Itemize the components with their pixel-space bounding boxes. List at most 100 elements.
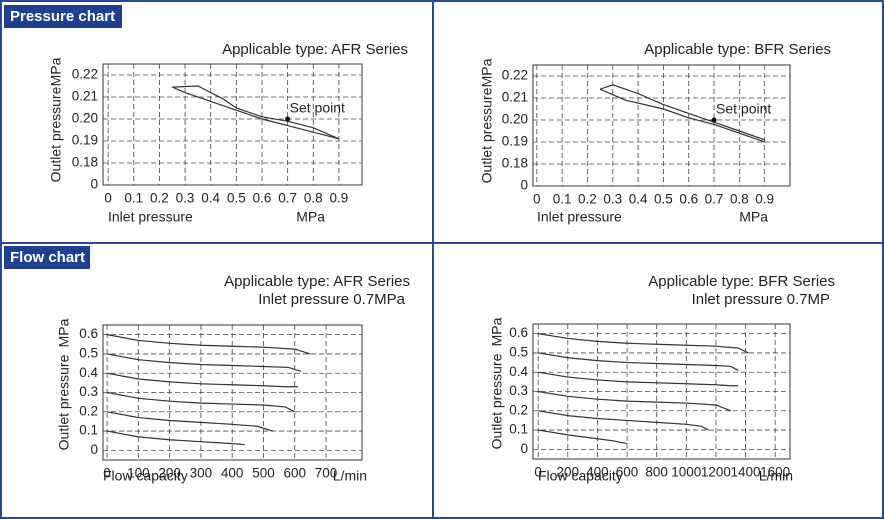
curve (538, 333, 749, 354)
curve (106, 391, 296, 413)
y-axis-label: Outlet pressure (489, 353, 505, 449)
x-tick-label: 1000 (671, 465, 701, 480)
y-tick-label: 0.22 (72, 67, 98, 82)
x-tick-label: 600 (283, 466, 306, 481)
section-title: Flow chart (10, 249, 85, 266)
x-tick-label: 0.5 (227, 191, 246, 206)
set-point (711, 117, 717, 123)
curve (599, 84, 765, 141)
x-axis-unit: L/min (333, 468, 367, 484)
y-tick-label: 0 (520, 178, 528, 193)
y-tick-label: 0.5 (509, 344, 528, 359)
x-tick-label: 0.4 (201, 191, 220, 206)
x-tick-label: 0 (104, 191, 112, 206)
y-tick-label: 0.3 (79, 384, 98, 399)
chart-subtitle: Inlet pressure 0.7MPa (258, 291, 405, 308)
y-tick-label: 0.21 (502, 90, 528, 105)
y-axis-unit: MPa (48, 57, 64, 86)
x-tick-label: 0 (534, 465, 542, 480)
x-tick-label: 0 (103, 466, 111, 481)
curve (106, 334, 311, 355)
x-tick-label: 0.1 (124, 191, 143, 206)
curve (538, 429, 628, 445)
x-tick-label: 600 (616, 465, 639, 480)
x-tick-label: 300 (190, 466, 213, 481)
x-tick-label: 0.8 (730, 192, 749, 207)
x-tick-label: 100 (127, 466, 150, 481)
x-tick-label: 0.6 (679, 192, 698, 207)
curve (538, 371, 739, 387)
y-tick-label: 0.2 (79, 403, 98, 418)
y-axis-unit: MPa (56, 318, 72, 347)
x-tick-label: 0 (533, 192, 541, 207)
y-tick-label: 0.4 (79, 365, 98, 380)
y-tick-label: 0.1 (509, 422, 528, 437)
curve (106, 411, 274, 432)
y-tick-label: 0.4 (509, 364, 528, 379)
x-tick-label: 0.4 (629, 192, 648, 207)
y-tick-label: 0.1 (79, 423, 98, 438)
y-tick-label: 0.6 (79, 326, 98, 341)
x-tick-label: 400 (586, 465, 609, 480)
y-tick-label: 0.20 (72, 111, 98, 126)
x-tick-label: 400 (221, 466, 244, 481)
y-tick-label: 0 (520, 441, 528, 456)
x-tick-label: 0.5 (654, 192, 673, 207)
x-tick-label: 1600 (760, 465, 790, 480)
section-header (4, 5, 122, 28)
y-tick-label: 0.19 (502, 134, 528, 149)
y-tick-label: 0.3 (509, 383, 528, 398)
chart-subtitle: Inlet pressure 0.7MP (692, 291, 830, 308)
curve (106, 372, 298, 388)
y-tick-label: 0.18 (72, 155, 98, 170)
x-axis-unit: L/min (759, 468, 793, 484)
chart-title: Applicable type: BFR Series (644, 41, 831, 58)
x-tick-label: 1400 (731, 465, 761, 480)
y-tick-label: 0.18 (502, 156, 528, 171)
x-axis-label: Flow capacity (103, 468, 188, 484)
section-header (4, 246, 90, 269)
y-tick-label: 0.19 (72, 133, 98, 148)
x-tick-label: 0.3 (603, 192, 622, 207)
chart-title: Applicable type: BFR Series (648, 273, 835, 290)
curve (538, 390, 731, 412)
x-tick-label: 0.9 (755, 192, 774, 207)
x-tick-label: 0.7 (278, 191, 297, 206)
x-tick-label: 0.2 (578, 192, 597, 207)
y-axis-unit: MPa (479, 58, 495, 87)
y-axis-label: Outlet pressure (48, 86, 64, 182)
curve (106, 430, 245, 446)
curve (538, 352, 739, 371)
x-axis-label: Inlet pressure (108, 209, 193, 225)
x-axis-unit: MPa (296, 209, 325, 225)
y-tick-label: 0 (90, 442, 98, 457)
y-axis-label: Outlet pressure (56, 354, 72, 450)
x-tick-label: 0.7 (705, 192, 724, 207)
chart-title: Applicable type: AFR Series (224, 273, 410, 290)
x-tick-label: 0.9 (330, 191, 349, 206)
x-tick-label: 0.3 (176, 191, 195, 206)
chart-title: Applicable type: AFR Series (222, 41, 408, 58)
curve (172, 86, 340, 140)
x-axis-label: Inlet pressure (537, 209, 622, 225)
x-tick-label: 200 (557, 465, 580, 480)
y-tick-label: 0.22 (502, 68, 528, 83)
x-tick-label: 0.1 (553, 192, 572, 207)
curve (106, 353, 302, 372)
curve (538, 410, 709, 431)
y-tick-label: 0.6 (509, 325, 528, 340)
y-tick-label: 0 (90, 177, 98, 192)
set-point (285, 116, 291, 122)
y-axis-unit: MPa (489, 317, 505, 346)
x-tick-label: 700 (315, 466, 338, 481)
x-axis-unit: MPa (739, 209, 768, 225)
x-tick-label: 1200 (701, 465, 731, 480)
annotation: Set point (290, 100, 345, 116)
y-tick-label: 0.20 (502, 112, 528, 127)
annotation: Set point (716, 101, 771, 117)
curve (599, 88, 765, 143)
x-axis-label: Flow capacity (538, 468, 623, 484)
curve (172, 85, 340, 140)
